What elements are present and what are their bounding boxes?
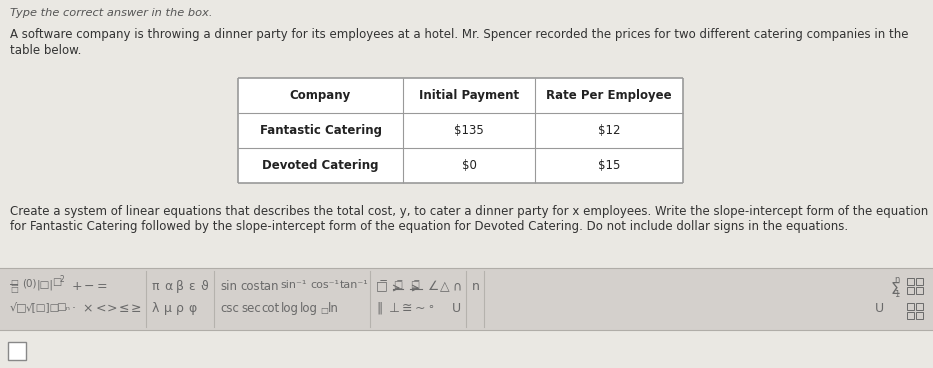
Text: Fantastic Catering: Fantastic Catering bbox=[259, 124, 382, 137]
Text: Company: Company bbox=[290, 89, 351, 102]
Text: □̅: □̅ bbox=[410, 280, 419, 290]
Text: ∠: ∠ bbox=[428, 280, 439, 293]
Text: □̅: □̅ bbox=[393, 280, 402, 290]
Text: log: log bbox=[300, 302, 318, 315]
Text: table below.: table below. bbox=[10, 44, 81, 57]
Text: ≤: ≤ bbox=[119, 302, 130, 315]
Bar bbox=[907, 287, 914, 294]
Text: □: □ bbox=[10, 278, 18, 287]
Text: ≥: ≥ bbox=[131, 302, 142, 315]
Text: ~: ~ bbox=[415, 302, 425, 315]
Text: tan⁻¹: tan⁻¹ bbox=[340, 280, 369, 290]
Text: U: U bbox=[875, 302, 884, 315]
Text: ⊥: ⊥ bbox=[389, 302, 400, 315]
Text: ln: ln bbox=[328, 302, 339, 315]
Bar bbox=[238, 78, 683, 183]
Text: +: + bbox=[72, 280, 83, 293]
Text: U: U bbox=[452, 302, 461, 315]
Bar bbox=[916, 312, 923, 319]
Text: cos: cos bbox=[240, 280, 259, 293]
Text: ∩: ∩ bbox=[452, 280, 461, 293]
Text: √[□]□: √[□]□ bbox=[26, 302, 61, 312]
Text: $0: $0 bbox=[462, 159, 477, 172]
Bar bbox=[907, 303, 914, 310]
Text: sec: sec bbox=[241, 302, 260, 315]
Text: Create a system of linear equations that describes the total cost, y, to cater a: Create a system of linear equations that… bbox=[10, 205, 928, 218]
Text: μ: μ bbox=[164, 302, 172, 315]
Text: ≅: ≅ bbox=[402, 302, 412, 315]
Text: sin⁻¹: sin⁻¹ bbox=[280, 280, 306, 290]
Text: Devoted Catering: Devoted Catering bbox=[262, 159, 379, 172]
Bar bbox=[907, 312, 914, 319]
Text: 2: 2 bbox=[59, 275, 63, 284]
Text: ·: · bbox=[72, 302, 76, 315]
Text: Rate Per Employee: Rate Per Employee bbox=[546, 89, 672, 102]
Text: 1: 1 bbox=[894, 290, 899, 299]
Text: =: = bbox=[97, 280, 107, 293]
Text: cos⁻¹: cos⁻¹ bbox=[310, 280, 339, 290]
Text: $135: $135 bbox=[454, 124, 484, 137]
Text: √□: √□ bbox=[10, 302, 28, 313]
Text: ϑ: ϑ bbox=[200, 280, 208, 293]
Bar bbox=[916, 287, 923, 294]
Text: $12: $12 bbox=[598, 124, 620, 137]
Text: log: log bbox=[281, 302, 299, 315]
Text: csc: csc bbox=[220, 302, 239, 315]
Text: Type the correct answer in the box.: Type the correct answer in the box. bbox=[10, 8, 213, 18]
Text: ∘: ∘ bbox=[427, 302, 434, 312]
Text: ×: × bbox=[82, 302, 92, 315]
Text: −: − bbox=[84, 280, 94, 293]
Text: △: △ bbox=[440, 280, 450, 293]
Text: tan: tan bbox=[260, 280, 280, 293]
Bar bbox=[907, 278, 914, 285]
Text: cot: cot bbox=[261, 302, 279, 315]
Text: n: n bbox=[472, 280, 480, 293]
Text: φ: φ bbox=[188, 302, 196, 315]
Text: ‖: ‖ bbox=[376, 302, 383, 315]
Text: ρ: ρ bbox=[176, 302, 184, 315]
Text: >: > bbox=[107, 302, 118, 315]
Text: □̅: □̅ bbox=[376, 280, 388, 293]
Text: $15: $15 bbox=[598, 159, 620, 172]
Bar bbox=[916, 303, 923, 310]
Text: |□|: |□| bbox=[37, 279, 54, 290]
Text: □: □ bbox=[10, 285, 18, 294]
Text: Σ: Σ bbox=[890, 282, 899, 297]
Text: λ: λ bbox=[152, 302, 160, 315]
Text: Initial Payment: Initial Payment bbox=[419, 89, 519, 102]
Text: □ₙ: □ₙ bbox=[56, 302, 70, 312]
Bar bbox=[916, 278, 923, 285]
Text: sin: sin bbox=[220, 280, 237, 293]
Text: α: α bbox=[164, 280, 173, 293]
Text: β: β bbox=[176, 280, 184, 293]
Text: n: n bbox=[894, 275, 899, 284]
Text: A software company is throwing a dinner party for its employees at a hotel. Mr. : A software company is throwing a dinner … bbox=[10, 28, 909, 41]
Text: (0): (0) bbox=[22, 279, 36, 289]
Text: □: □ bbox=[52, 277, 62, 287]
Text: <: < bbox=[96, 302, 106, 315]
Text: for Fantastic Catering followed by the slope-intercept form of the equation for : for Fantastic Catering followed by the s… bbox=[10, 220, 848, 233]
Text: ε: ε bbox=[188, 280, 195, 293]
Text: □: □ bbox=[320, 306, 327, 315]
Bar bbox=[0, 268, 933, 330]
Text: π: π bbox=[152, 280, 160, 293]
Bar bbox=[8, 342, 26, 360]
